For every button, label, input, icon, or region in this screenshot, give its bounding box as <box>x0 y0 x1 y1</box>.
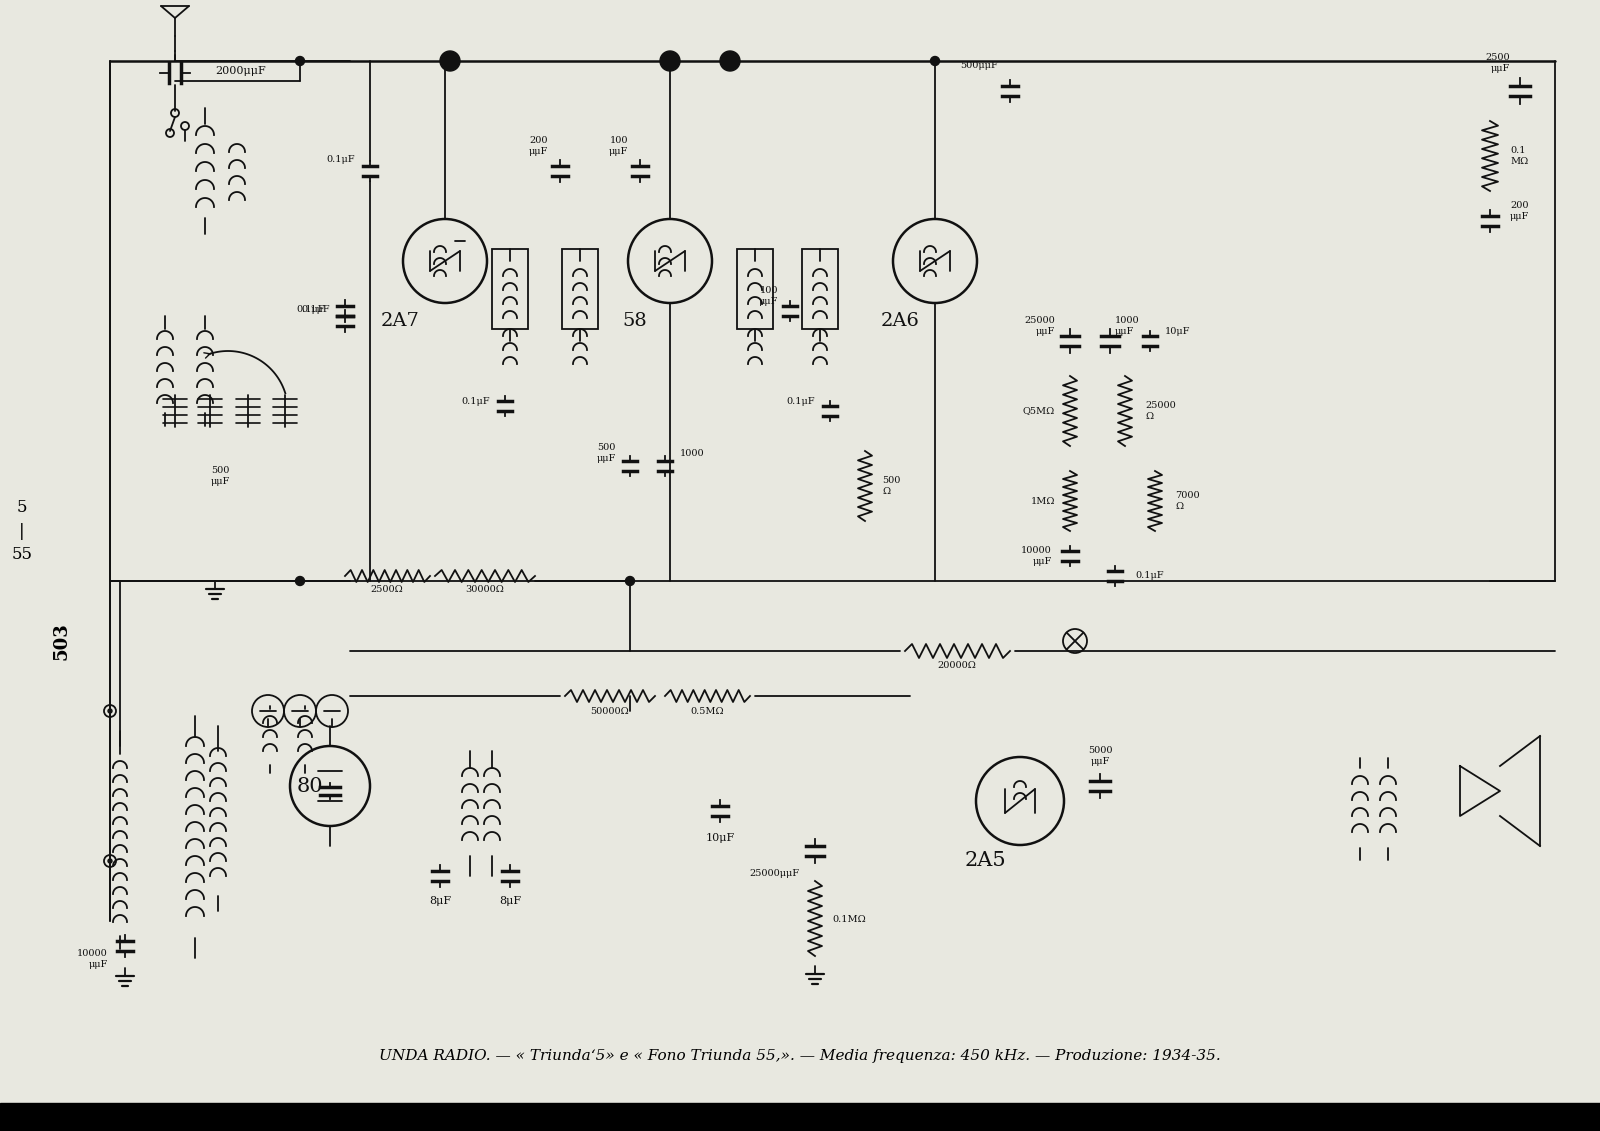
Bar <box>0 1103 1600 1131</box>
Circle shape <box>626 577 635 586</box>
Text: 2A5: 2A5 <box>965 852 1006 871</box>
Bar <box>493 249 528 329</box>
Text: 2A7: 2A7 <box>381 312 419 330</box>
Text: 1000
μμF: 1000 μμF <box>1115 317 1139 336</box>
Text: 8μF: 8μF <box>429 896 451 906</box>
Text: 500
μμF: 500 μμF <box>597 443 616 463</box>
Circle shape <box>296 577 304 586</box>
Text: 30000Ω: 30000Ω <box>466 585 504 594</box>
Text: 0.1μF: 0.1μF <box>786 397 814 406</box>
Text: 25000
μμF: 25000 μμF <box>1024 317 1054 336</box>
Text: UNDA RADIO. — « Triunda‘5» e « Fono Triunda 55,». — Media frequenza: 450 kHz. — : UNDA RADIO. — « Triunda‘5» e « Fono Triu… <box>379 1048 1221 1063</box>
Text: 0.1
MΩ: 0.1 MΩ <box>1510 146 1528 166</box>
Text: 7000
Ω: 7000 Ω <box>1174 491 1200 511</box>
Text: 1MΩ: 1MΩ <box>1030 497 1054 506</box>
Text: 50000Ω: 50000Ω <box>590 707 629 716</box>
Text: 10000
μμF: 10000 μμF <box>1021 546 1053 566</box>
Circle shape <box>296 57 304 66</box>
Text: 0.1μF: 0.1μF <box>461 397 490 406</box>
Text: 0.5MΩ: 0.5MΩ <box>690 707 723 716</box>
Bar <box>562 249 598 329</box>
Text: 58: 58 <box>622 312 648 330</box>
Circle shape <box>931 57 939 66</box>
Text: 80: 80 <box>296 777 323 795</box>
Circle shape <box>109 709 112 713</box>
Text: 10μF: 10μF <box>706 834 734 843</box>
Circle shape <box>720 51 739 71</box>
Circle shape <box>440 57 450 66</box>
Text: 2000μμF: 2000μμF <box>214 66 266 76</box>
Text: 10μF: 10μF <box>1165 327 1190 336</box>
Text: 2A6: 2A6 <box>880 312 920 330</box>
Bar <box>738 249 773 329</box>
Text: 0.1μF: 0.1μF <box>326 155 355 164</box>
Text: 500μμF: 500μμF <box>960 61 998 70</box>
Text: 25000μμF: 25000μμF <box>750 869 800 878</box>
Text: 500
Ω: 500 Ω <box>882 476 901 495</box>
Text: 5000
μμF: 5000 μμF <box>1088 746 1112 766</box>
Circle shape <box>109 860 112 863</box>
Text: 200
μμF: 200 μμF <box>1510 201 1530 221</box>
Circle shape <box>661 51 680 71</box>
Text: 503: 503 <box>53 622 70 659</box>
Text: 200
μμF: 200 μμF <box>528 137 547 156</box>
Text: 500
μμF: 500 μμF <box>210 466 230 485</box>
Text: 5
|
55: 5 | 55 <box>11 499 32 563</box>
Text: 100
μμF: 100 μμF <box>758 286 778 305</box>
Text: 0.1μF: 0.1μF <box>1134 571 1163 580</box>
Text: 1000: 1000 <box>680 449 704 458</box>
Text: 8μF: 8μF <box>499 896 522 906</box>
Text: 20000Ω: 20000Ω <box>938 661 976 670</box>
Text: 2500Ω: 2500Ω <box>371 585 403 594</box>
Text: 2500
μμF: 2500 μμF <box>1485 53 1510 72</box>
Text: 25000
Ω: 25000 Ω <box>1146 402 1176 421</box>
Text: 100
μμF: 100 μμF <box>608 137 627 156</box>
Text: 0.1μF: 0.1μF <box>301 304 330 313</box>
Text: 0.1MΩ: 0.1MΩ <box>832 915 866 924</box>
Text: 0.1μF: 0.1μF <box>296 304 325 313</box>
Circle shape <box>440 51 461 71</box>
Text: 10000
μμF: 10000 μμF <box>77 949 109 968</box>
Text: Q5MΩ: Q5MΩ <box>1022 406 1054 415</box>
Bar <box>802 249 838 329</box>
